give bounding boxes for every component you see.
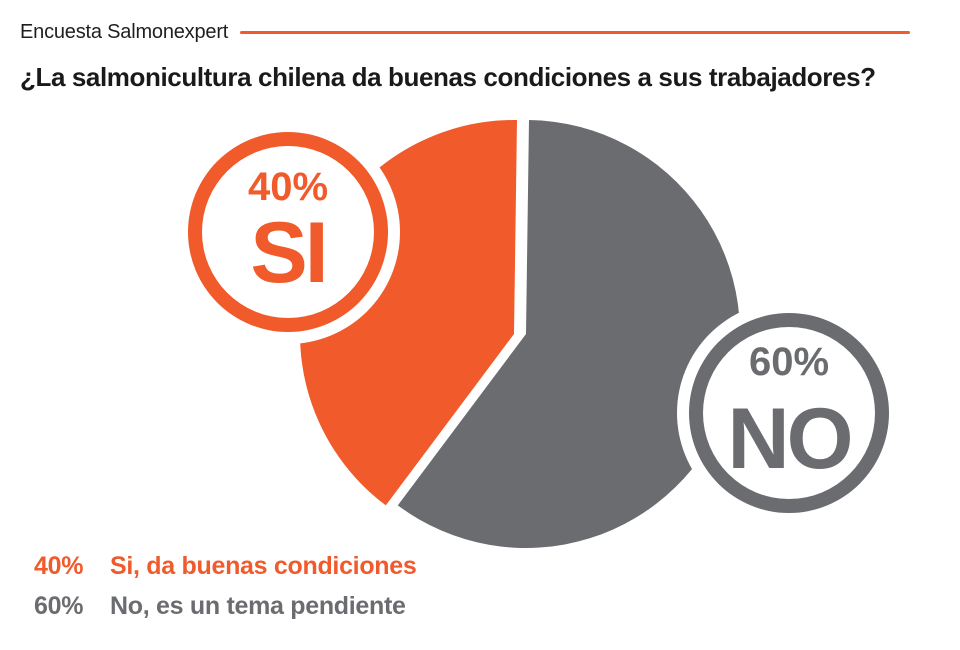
pie-slice-no bbox=[397, 120, 740, 549]
legend-text: No, es un tema pendiente bbox=[110, 591, 406, 620]
badge-disk bbox=[703, 327, 875, 499]
legend-percent: 60% bbox=[34, 591, 84, 620]
brand-label: Encuesta Salmonexpert bbox=[20, 20, 229, 43]
legend-item-si: 40% Si, da buenas condiciones bbox=[34, 546, 417, 586]
legend: 40% Si, da buenas condiciones 60% No, es… bbox=[34, 546, 417, 626]
badge-label: SI bbox=[250, 205, 325, 301]
badge-percent: 40% bbox=[248, 165, 328, 209]
legend-item-no: 60% No, es un tema pendiente bbox=[34, 586, 416, 626]
legend-percent: 40% bbox=[34, 551, 84, 580]
badge-label: NO bbox=[728, 391, 851, 487]
badge-si: 40%SI bbox=[176, 120, 400, 344]
header: Encuesta Salmonexpert bbox=[20, 14, 910, 50]
header-rule bbox=[240, 30, 910, 34]
badge-percent: 60% bbox=[749, 340, 829, 384]
badge-disk bbox=[202, 146, 374, 318]
badge-no: 60% NO bbox=[677, 301, 901, 525]
chart-title: ¿La salmonicultura chilena da buenas con… bbox=[20, 62, 876, 92]
legend-text: Si, da buenas condiciones bbox=[110, 551, 417, 580]
